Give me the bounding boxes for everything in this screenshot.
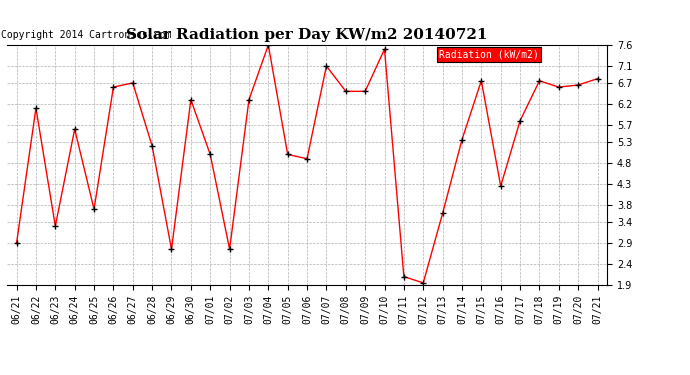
Text: Copyright 2014 Cartronics.com: Copyright 2014 Cartronics.com — [1, 30, 171, 40]
Text: Radiation (kW/m2): Radiation (kW/m2) — [439, 50, 539, 60]
Title: Solar Radiation per Day KW/m2 20140721: Solar Radiation per Day KW/m2 20140721 — [126, 28, 488, 42]
